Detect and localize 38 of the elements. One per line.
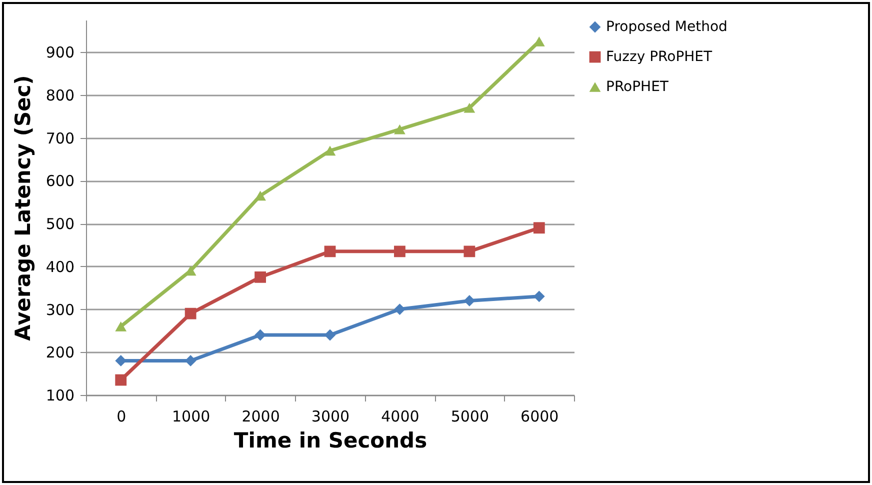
point xyxy=(394,304,406,315)
point xyxy=(115,321,127,332)
x-tick-label: 0 xyxy=(116,408,126,426)
y-tick-label: 800 xyxy=(46,86,74,104)
point xyxy=(324,146,336,156)
legend-label: Fuzzy PRoPHET xyxy=(606,49,713,65)
legend-label: PRoPHET xyxy=(606,79,669,95)
point xyxy=(254,271,266,283)
x-axis-title: Time in Seconds xyxy=(234,428,428,452)
point xyxy=(464,295,476,306)
point xyxy=(254,329,266,341)
x-tick-label: 5000 xyxy=(450,408,490,426)
point xyxy=(464,102,476,113)
y-tick-label: 300 xyxy=(46,300,74,319)
y-tick-label: 700 xyxy=(46,129,74,148)
point xyxy=(533,290,545,302)
y-tick-label: 100 xyxy=(46,386,74,404)
point xyxy=(394,124,406,134)
y-axis-title: Average Latency (Sec) xyxy=(10,75,35,341)
point xyxy=(254,190,266,201)
point xyxy=(324,329,336,341)
legend-label: Proposed Method xyxy=(606,19,728,35)
point xyxy=(533,222,545,234)
x-tick-label: 1000 xyxy=(172,408,210,426)
x-tick-label: 2000 xyxy=(242,408,280,426)
y-tick-label: 600 xyxy=(46,172,74,190)
point xyxy=(324,246,336,258)
point xyxy=(464,246,476,258)
point xyxy=(184,308,196,320)
y-tick-label: 500 xyxy=(46,215,74,234)
x-tick-label: 4000 xyxy=(381,408,420,426)
y-tick-label: 400 xyxy=(46,258,74,276)
point xyxy=(394,246,406,258)
y-tick-label: 200 xyxy=(46,344,74,362)
x-tick-label: 3000 xyxy=(311,408,350,426)
y-tick-label: 900 xyxy=(46,44,74,62)
point xyxy=(115,374,127,386)
x-tick-label: 6000 xyxy=(520,408,559,426)
